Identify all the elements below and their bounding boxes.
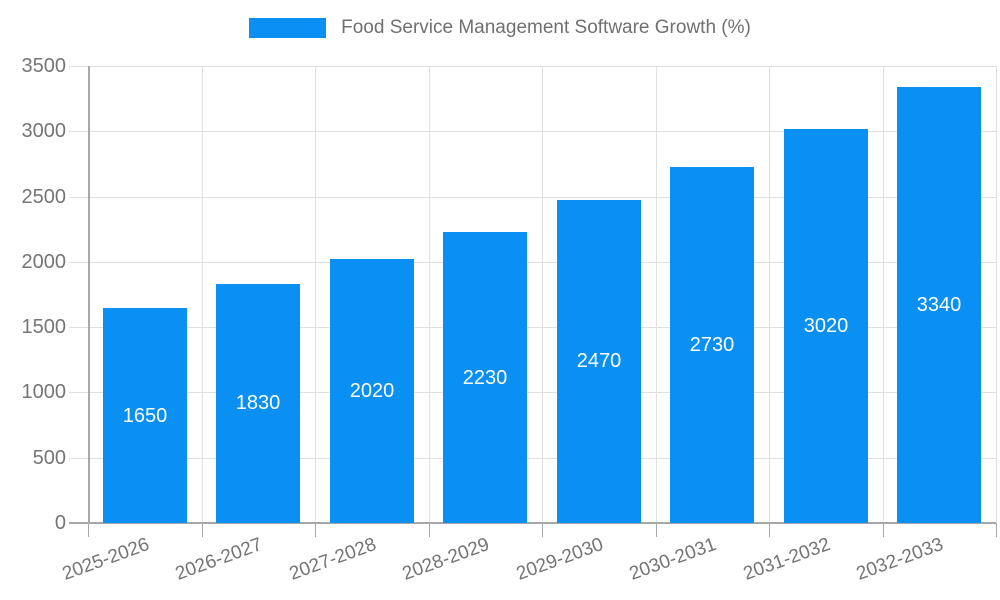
x-gridline [428,66,430,523]
y-gridline [69,391,996,393]
bar-value-label: 2730 [689,334,735,356]
bar[interactable] [557,200,641,523]
y-axis-tick-label: 2500 [21,186,67,208]
x-gridline [995,66,997,523]
x-gridline [314,66,316,523]
bar-value-label: 3020 [803,315,849,337]
bar-value-label: 2230 [462,367,508,389]
x-axis-tick [542,523,543,537]
bar[interactable] [670,167,754,523]
x-axis-tick [656,523,657,537]
plot-area: 0 500 1000 1500 2000 2500 3000 3500 1650 2025-202… [22,55,997,585]
x-axis-line [69,522,996,524]
y-axis-tick-label: 1500 [21,316,67,338]
y-gridline [69,130,996,132]
legend-label: Food Service Management Software Growth … [341,17,751,38]
bar[interactable] [784,129,868,523]
y-gridline [69,196,996,198]
bar-value-label: 3340 [916,294,962,316]
bar[interactable] [103,308,187,523]
y-axis-tick-label: 2000 [21,251,67,273]
y-axis-tick-label: 1000 [21,381,67,403]
x-gridline [768,66,770,523]
bar-value-label: 1830 [235,392,281,414]
x-gridline [541,66,543,523]
bar[interactable] [897,87,981,523]
x-gridline [882,66,884,523]
y-axis-tick-label: 500 [32,447,66,469]
x-axis-tick [996,523,997,537]
y-gridline [69,326,996,328]
x-gridline [655,66,657,523]
legend[interactable]: Food Service Management Software Growth … [0,16,1000,40]
x-axis-tick [88,523,89,537]
bar[interactable] [443,232,527,523]
bar[interactable] [216,284,300,523]
x-axis-tick [429,523,430,537]
x-axis-tick [315,523,316,537]
y-gridline [69,65,996,67]
y-axis-tick-label: 0 [54,512,66,534]
x-axis-tick [769,523,770,537]
y-axis-line [88,66,90,523]
y-axis-tick-label: 3500 [21,55,67,77]
y-gridline [69,261,996,263]
y-gridline [69,457,996,459]
x-gridline [201,66,203,523]
bar-value-label: 2470 [576,350,622,372]
x-axis-tick [202,523,203,537]
x-axis-tick [883,523,884,537]
y-axis-tick-label: 3000 [21,120,67,142]
bar[interactable] [330,259,414,523]
bar-value-label: 1650 [122,405,168,427]
legend-swatch [249,18,327,38]
bar-value-label: 2020 [349,380,395,402]
